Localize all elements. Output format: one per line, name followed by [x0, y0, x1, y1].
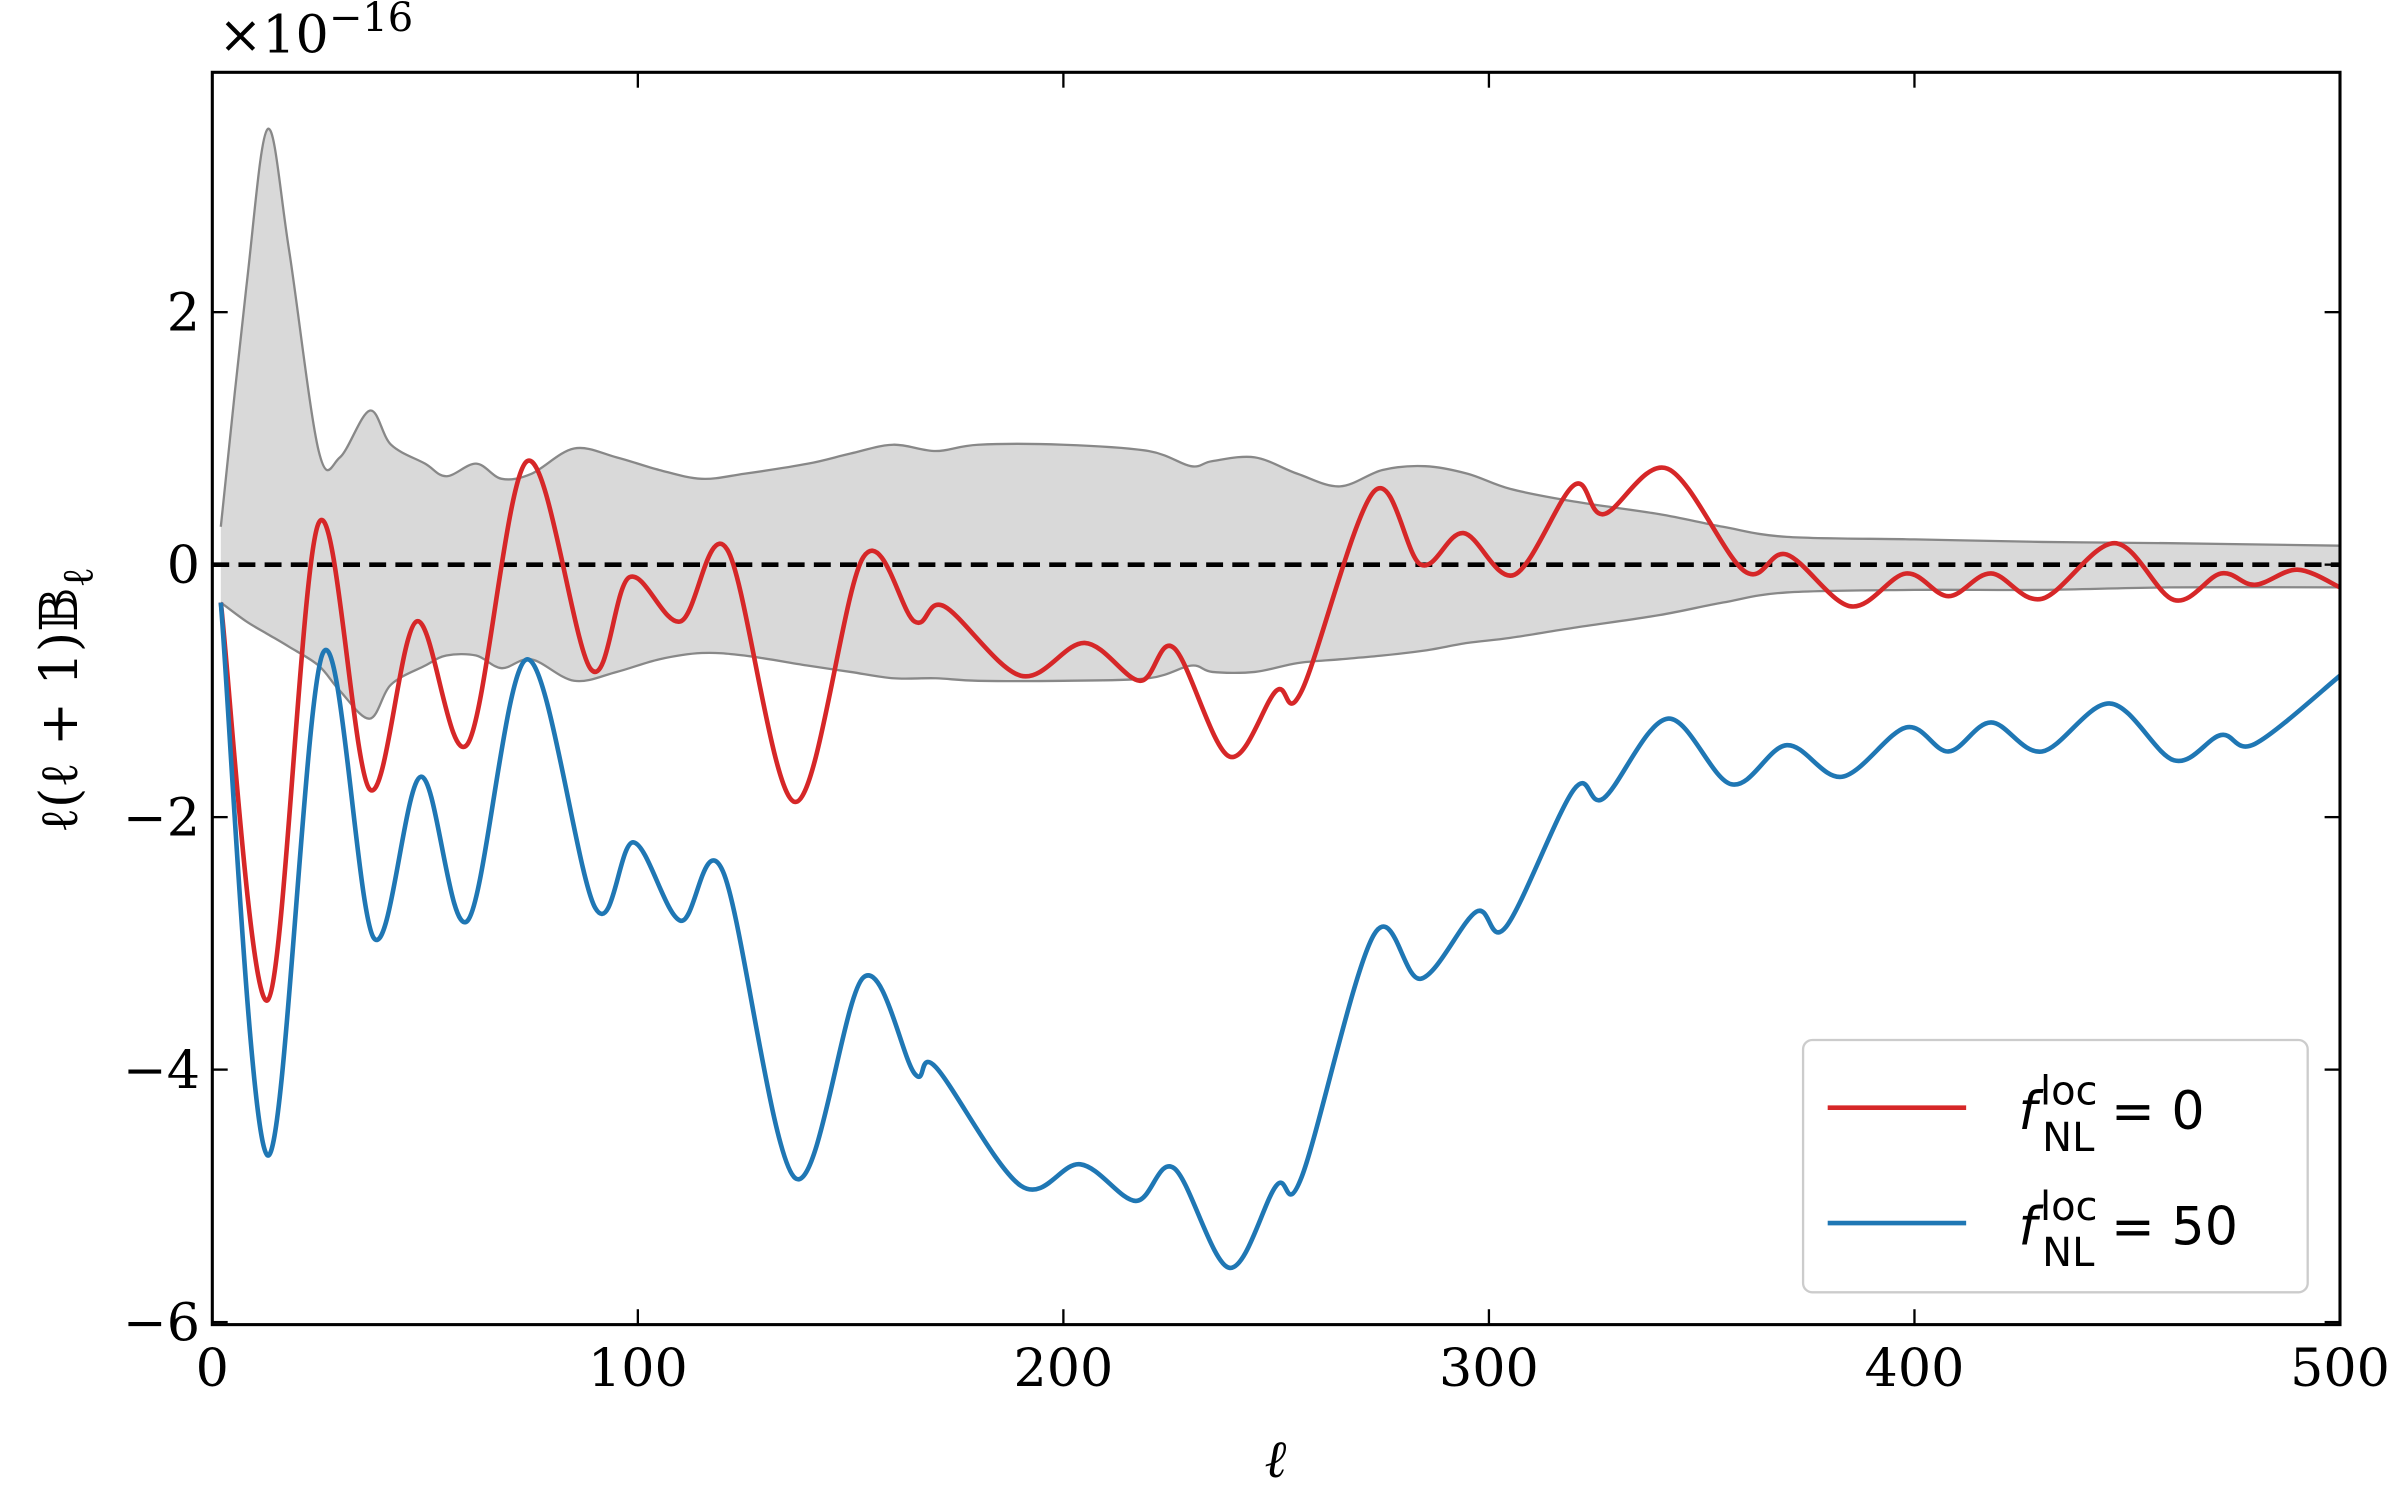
plot-area	[212, 127, 2340, 1271]
x-tick-label: 100	[588, 1338, 688, 1399]
legend-sub: NL	[2042, 1115, 2095, 1161]
y-tick-label: −4	[123, 1040, 200, 1101]
y-tick-label: −2	[123, 788, 200, 849]
x-axis-label: ℓ	[1264, 1429, 1286, 1490]
legend-label: f loc NL = 0	[2018, 1069, 2204, 1161]
y-tick-label: −6	[123, 1293, 200, 1354]
band-area	[220, 129, 2340, 719]
legend-sub: NL	[2042, 1230, 2095, 1276]
offset-text: ×10−16	[218, 0, 413, 65]
legend-label: f loc NL = 50	[2018, 1184, 2238, 1276]
line-series	[218, 602, 2340, 1271]
band-upper	[219, 127, 2340, 547]
axes-frame	[210, 70, 2342, 1327]
legend-box	[1801, 1038, 2309, 1294]
legend-rest: = 50	[2094, 1197, 2238, 1258]
line-series	[218, 458, 2340, 1003]
x-tick-label: 0	[196, 1338, 229, 1399]
x-tick-label: 500	[2290, 1338, 2390, 1399]
x-tick-label: 200	[1013, 1338, 1113, 1399]
y-tick-label: 0	[167, 535, 200, 596]
legend-rest: = 0	[2094, 1081, 2204, 1142]
legend-sup: loc	[2040, 1184, 2098, 1230]
x-tick-label: 300	[1439, 1338, 1539, 1399]
legend-sup: loc	[2040, 1069, 2098, 1115]
x-tick-label: 400	[1865, 1338, 1965, 1399]
y-tick-label: 2	[167, 283, 200, 344]
y-axis-label: ℓ(ℓ + 1)𝔹ℓ	[29, 567, 103, 833]
